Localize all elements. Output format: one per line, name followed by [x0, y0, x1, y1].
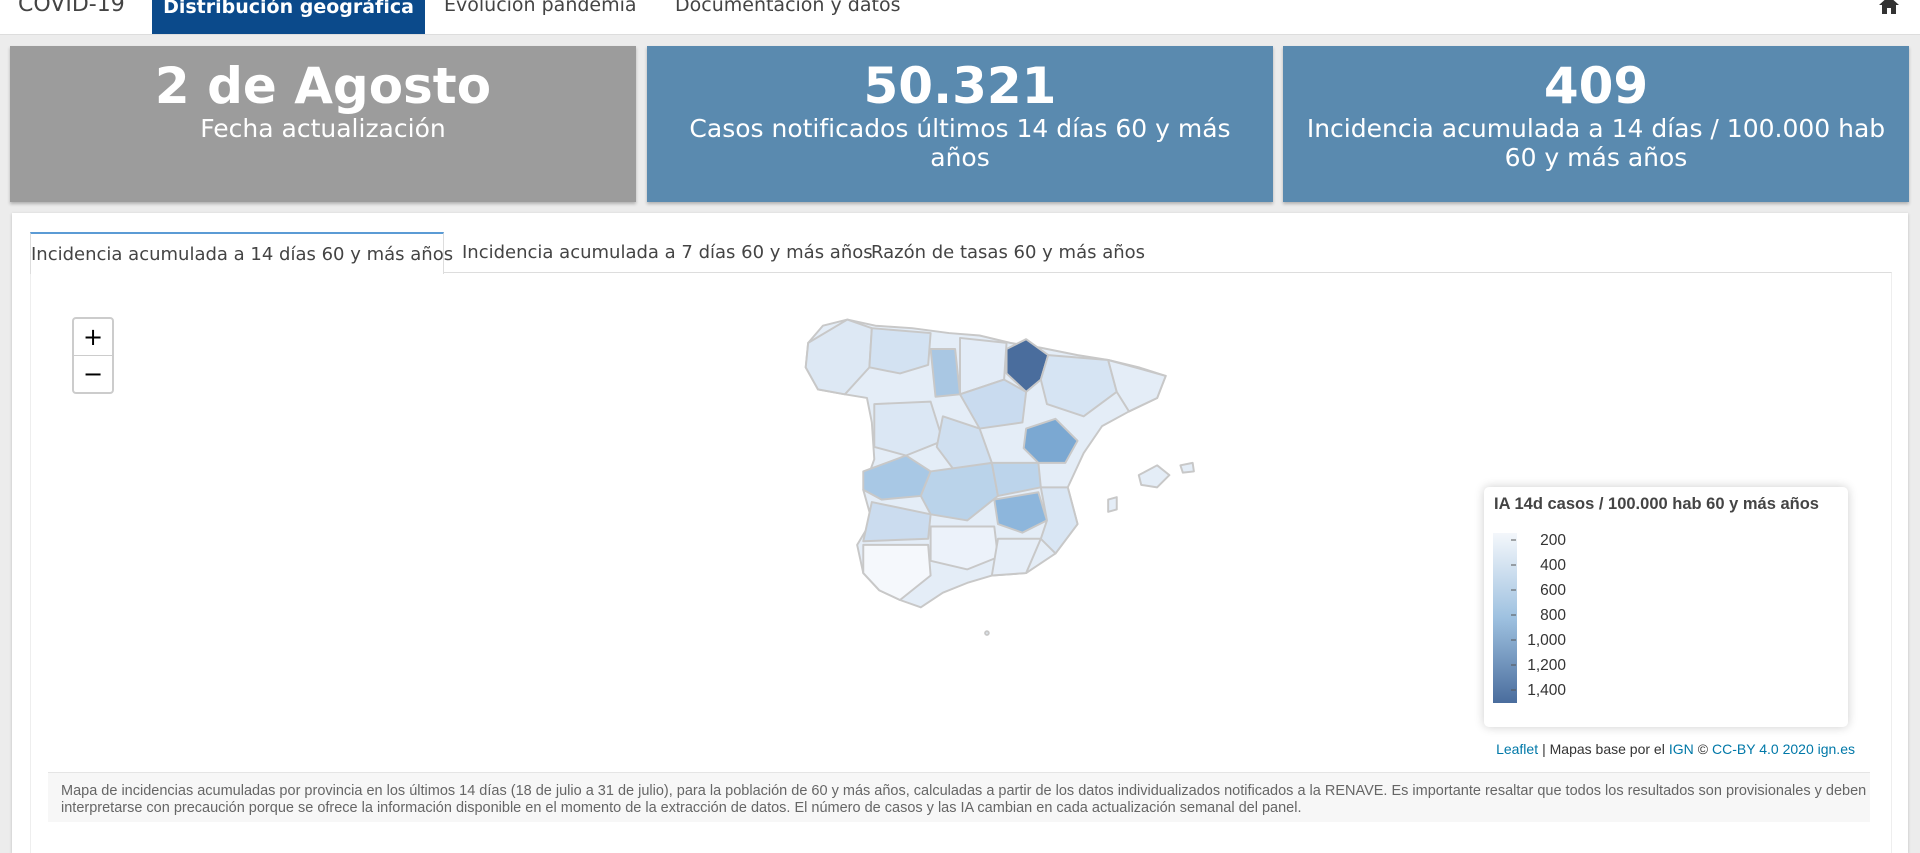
- map-tab[interactable]: Incidencia acumulada a 14 días 60 y más …: [30, 232, 453, 274]
- legend-tick-label: 1,000: [1527, 632, 1566, 649]
- legend: IA 14d casos / 100.000 hab 60 y más años…: [1484, 487, 1848, 727]
- legend-tick-label: 1,400: [1527, 682, 1566, 699]
- legend-tick-label: 1,200: [1527, 657, 1566, 674]
- legend-tick-label: 800: [1540, 607, 1566, 624]
- legend-title: IA 14d casos / 100.000 hab 60 y más años: [1494, 495, 1819, 513]
- home-icon[interactable]: [1877, 0, 1901, 14]
- card-label: Incidencia acumulada a 14 días / 100.000…: [1306, 114, 1886, 172]
- card-value: 50.321: [863, 57, 1057, 115]
- card-value: 409: [1543, 57, 1649, 115]
- nav-tab[interactable]: Distribución geográfica: [152, 0, 425, 34]
- card-label: Fecha actualización: [200, 114, 446, 143]
- legend-tick-label: 400: [1540, 557, 1566, 574]
- legend-tick-label: 200: [1540, 532, 1566, 549]
- legend-tick-label: 600: [1540, 582, 1566, 599]
- nav-bar: COVID-19 Distribución geográfica Evoluci…: [0, 0, 1920, 35]
- legend-scale: 200 400 600 800 1,000 1,200 1,400: [1493, 532, 1566, 703]
- card: 50.321 Casos notificados últimos 14 días…: [647, 46, 1273, 202]
- zoom-control: + −: [72, 317, 114, 394]
- nav-tab[interactable]: Evolución pandemia: [444, 0, 637, 16]
- attribution-text: ©: [1697, 741, 1709, 757]
- card: 2 de Agosto Fecha actualización: [10, 46, 636, 202]
- brand[interactable]: COVID-19: [18, 0, 125, 17]
- nav-tab[interactable]: Documentación y datos: [675, 0, 901, 16]
- card-value: 2 de Agosto: [154, 57, 492, 115]
- legend-gradient: [1493, 533, 1517, 703]
- link[interactable]: CC-BY 4.0 2020 ign.es: [1712, 741, 1855, 757]
- attribution-text: | Mapas base por el: [1542, 741, 1665, 757]
- map-tab[interactable]: Incidencia acumulada a 7 días 60 y más a…: [462, 242, 873, 263]
- map-tab[interactable]: Razón de tasas 60 y más años: [871, 242, 1146, 263]
- card-label: Casos notificados últimos 14 días 60 y m…: [689, 114, 1231, 172]
- card: 409 Incidencia acumulada a 14 días / 100…: [1283, 46, 1909, 202]
- note: Mapa de incidencias acumuladas por provi…: [48, 772, 1870, 822]
- link[interactable]: IGN: [1668, 741, 1694, 757]
- zoom-in[interactable]: +: [82, 323, 104, 351]
- map-container: [30, 272, 1892, 853]
- attribution: Leaflet | Mapas base por el IGN © CC-BY 4.0 …: [1492, 741, 1855, 757]
- zoom-out[interactable]: −: [74, 355, 112, 392]
- link[interactable]: Leaflet: [1496, 741, 1539, 757]
